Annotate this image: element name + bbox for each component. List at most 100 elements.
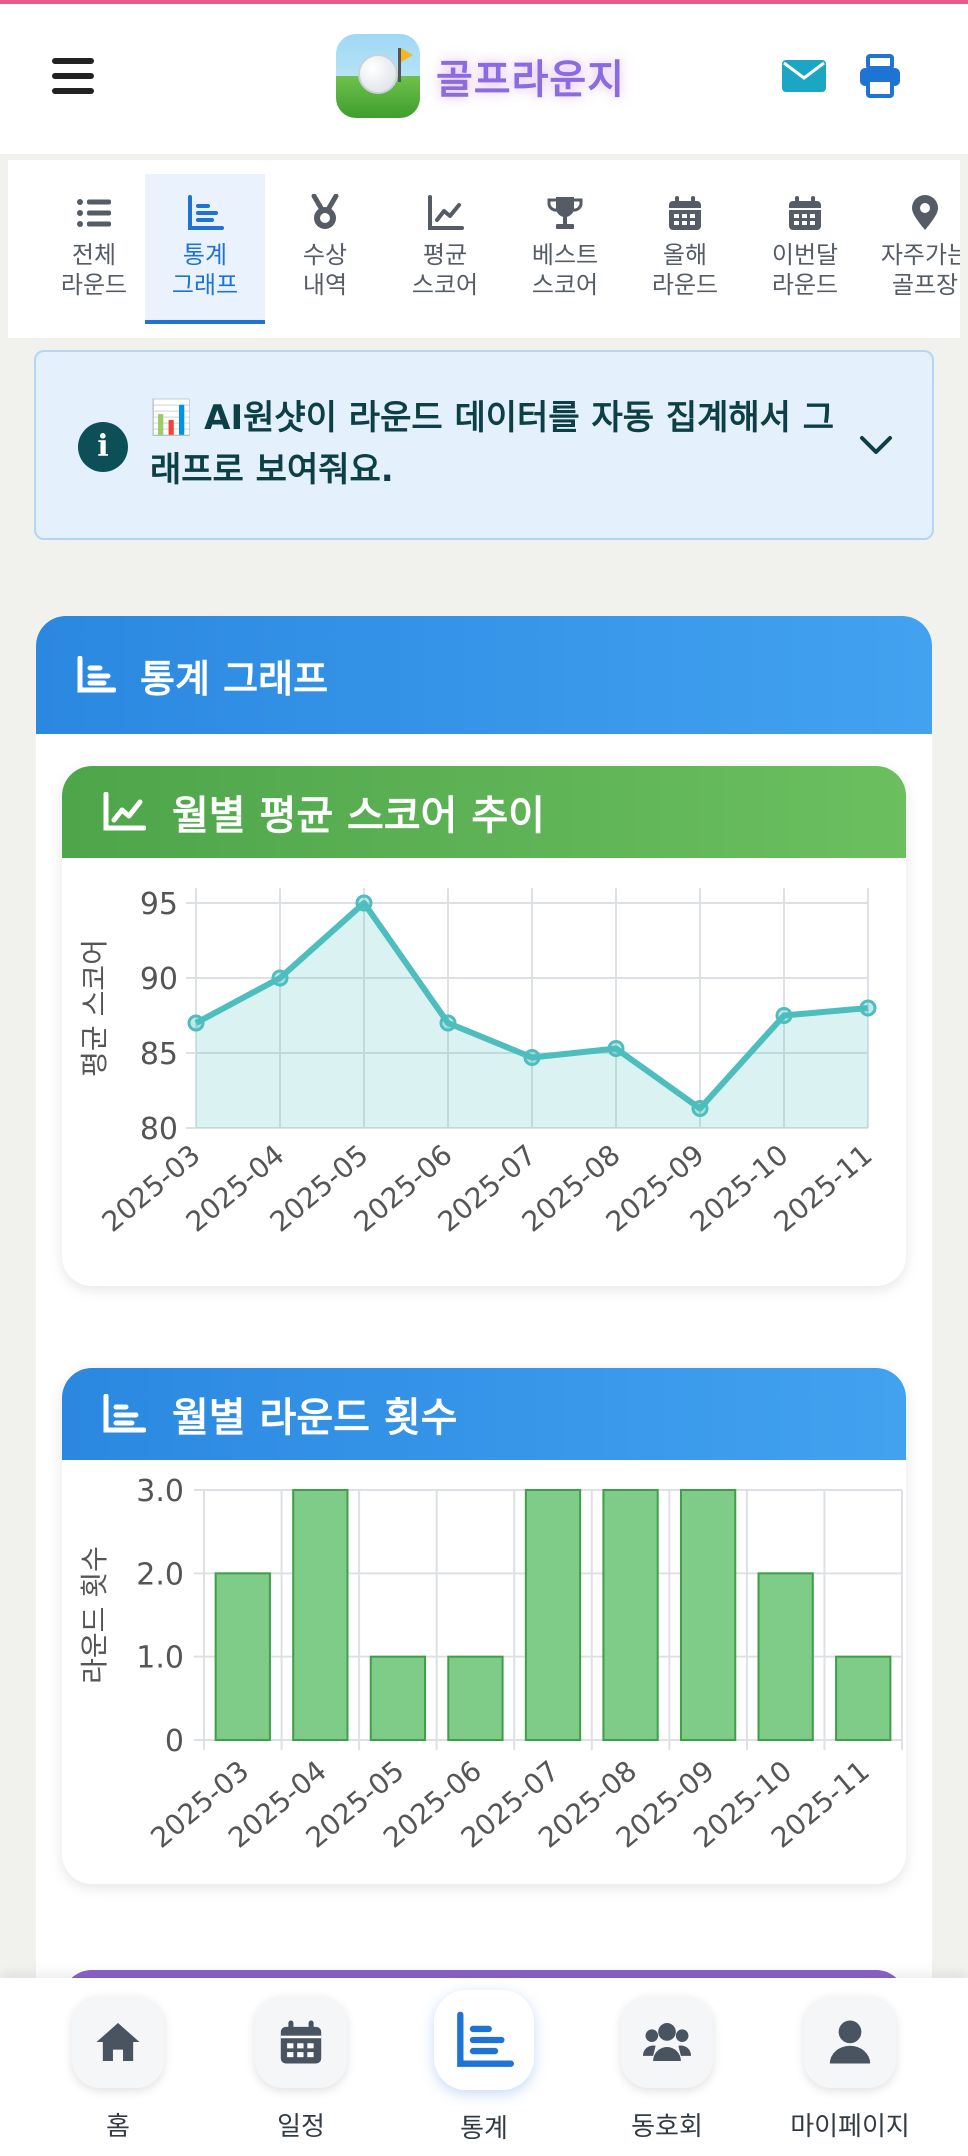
app-logo[interactable]: 골프라운지: [336, 34, 625, 118]
tab-0[interactable]: 전체 라운드: [34, 174, 154, 324]
y-tick-label: 85: [140, 1037, 178, 1072]
round-bar: [757, 1572, 814, 1742]
trophy-icon: [547, 197, 583, 229]
golf-logo-icon: [336, 34, 420, 118]
app-header: 골프라운지: [0, 4, 968, 154]
nav-label: 동호회: [631, 2112, 703, 2142]
round-bar: [602, 1489, 659, 1741]
nav-label: 일정: [277, 2112, 325, 2142]
hamburger-icon[interactable]: [52, 58, 94, 94]
stats-tab-bar: 전체 라운드 통계 그래프 수상 내역 평균 스코어 베스트 스코어 올해 라운드 이번달 …: [8, 160, 960, 338]
tab-label: 올해 라운드: [651, 241, 719, 299]
nav-button[interactable]: [621, 1996, 713, 2088]
calendar-icon: [280, 2020, 322, 2064]
nav-button[interactable]: [255, 1996, 347, 2088]
calendar-icon: [669, 196, 701, 230]
score-point: [355, 894, 373, 912]
tab-label: 베스트 스코어: [531, 241, 599, 299]
list-icon: [77, 199, 111, 227]
tab-7[interactable]: 자주가는 골프장: [865, 174, 960, 324]
tab-label: 자주가는 골프장: [880, 241, 960, 299]
calendar-icon: [789, 196, 821, 230]
round-count-title: 월별 라운드 횟수: [172, 1395, 458, 1441]
score-line-chart: 808590952025-032025-042025-052025-062025…: [78, 887, 878, 1239]
info-icon: i: [78, 422, 128, 472]
round-count-header: 월별 라운드 횟수: [62, 1368, 906, 1460]
y-tick-label: 2.0: [136, 1557, 184, 1592]
stats-section-card: 통계 그래프 월별 평균 스코어 추이 80 85 90 95 2025-03 2025-…: [36, 616, 932, 2016]
tab-3[interactable]: 평균 스코어: [385, 174, 505, 324]
location-icon: [912, 195, 938, 230]
tab-4[interactable]: 베스트 스코어: [505, 174, 625, 324]
score-point: [187, 1014, 205, 1032]
nav-item-1[interactable]: 일정: [231, 1996, 371, 2143]
round-bar: [292, 1489, 349, 1741]
nav-label: 홈: [106, 2112, 130, 2142]
chart-icon: [457, 2011, 514, 2067]
tab-5[interactable]: 올해 라운드: [625, 174, 745, 324]
y-tick-label: 95: [140, 887, 178, 922]
nav-button[interactable]: [804, 1996, 896, 2088]
round-bar-chart: 01.02.03.02025-032025-042025-052025-0620…: [78, 1474, 903, 1855]
tab-label: 통계 그래프: [171, 241, 239, 299]
score-point: [859, 999, 877, 1017]
tab-label: 전체 라운드: [60, 241, 128, 299]
score-point: [607, 1040, 625, 1057]
chevron-down-icon[interactable]: [856, 430, 896, 460]
round-bar: [447, 1655, 504, 1742]
y-tick-label: 1.0: [136, 1641, 184, 1676]
round-count-card: 월별 라운드 횟수 0 1.0 2.0 3.0 2025-03 2025-04 2025-0…: [62, 1368, 906, 1884]
score-trend-header: 월별 평균 스코어 추이: [62, 766, 906, 858]
tab-2[interactable]: 수상 내역: [265, 174, 385, 324]
round-bar: [835, 1655, 892, 1742]
round-bar: [214, 1572, 271, 1742]
chart-icon: [77, 656, 116, 693]
mail-icon[interactable]: [782, 60, 826, 92]
y-tick-label: 0: [165, 1724, 184, 1759]
y-tick-label: 3.0: [136, 1474, 184, 1509]
stats-section-title: 통계 그래프: [140, 656, 329, 701]
print-icon[interactable]: [858, 54, 902, 98]
score-point: [691, 1100, 709, 1117]
score-trend-card: 월별 평균 스코어 추이 80 85 90 95 2025-03 2025-04 2025-…: [62, 766, 906, 1286]
nav-label: 통계: [460, 2114, 508, 2144]
score-point: [271, 969, 289, 987]
nav-item-4[interactable]: 마이페이지: [780, 1996, 920, 2143]
tab-label: 수상 내역: [302, 241, 348, 299]
score-point: [439, 1014, 457, 1032]
nav-item-2[interactable]: 통계: [414, 1990, 554, 2145]
score-series-line: [194, 900, 869, 1112]
top-accent-bar: [0, 0, 968, 4]
score-trend-title: 월별 평균 스코어 추이: [172, 793, 545, 839]
tab-6[interactable]: 이번달 라운드: [745, 174, 865, 324]
nav-item-0[interactable]: 홈: [48, 1996, 188, 2143]
stats-section-header: 통계 그래프: [36, 616, 932, 734]
line-chart-icon: [103, 792, 146, 831]
tab-1[interactable]: 통계 그래프: [145, 174, 265, 324]
info-banner[interactable]: i 📊 AI원샷이 라운드 데이터를 자동 집계해서 그래프로 보여줘요.: [34, 350, 934, 540]
chart-icon: [103, 1394, 146, 1433]
nav-button[interactable]: [434, 1990, 534, 2090]
round-bar: [524, 1489, 582, 1741]
y-tick-label: 90: [140, 962, 178, 997]
tab-label: 이번달 라운드: [771, 241, 839, 299]
info-text: 📊 AI원샷이 라운드 데이터를 자동 집계해서 그래프로 보여줘요.: [150, 398, 835, 490]
round-bar: [679, 1489, 737, 1741]
line-chart-icon: [428, 195, 464, 230]
app-title: 골프라운지: [436, 57, 625, 103]
chart-icon: [188, 195, 224, 230]
home-icon: [96, 2023, 140, 2061]
score-area: [196, 903, 868, 1128]
score-point: [523, 1049, 541, 1066]
tab-label: 평균 스코어: [411, 241, 479, 299]
medal-icon: [311, 194, 339, 229]
round-bar: [369, 1655, 427, 1742]
nav-label: 마이페이지: [790, 2112, 910, 2142]
user-icon: [829, 2020, 871, 2064]
score-point: [775, 1007, 793, 1024]
y-tick-label: 80: [140, 1112, 178, 1147]
y-axis-label: 평균 스코어: [78, 939, 111, 1077]
nav-item-3[interactable]: 동호회: [597, 1996, 737, 2143]
nav-button[interactable]: [72, 1996, 164, 2088]
users-icon: [643, 2023, 691, 2061]
